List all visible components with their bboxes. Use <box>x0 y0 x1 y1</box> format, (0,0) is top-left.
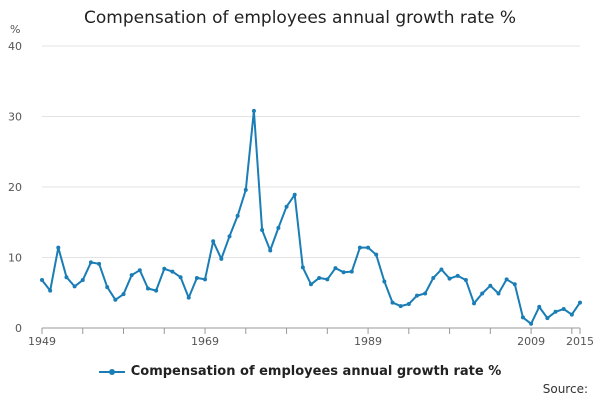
data-point <box>203 277 208 282</box>
data-point <box>105 285 110 290</box>
data-point <box>292 192 297 197</box>
data-point <box>439 267 444 272</box>
data-point <box>97 261 102 266</box>
data-point <box>162 266 167 271</box>
data-point <box>504 277 509 282</box>
data-point <box>553 309 558 314</box>
chart-title: Compensation of employees annual growth … <box>84 8 516 28</box>
data-point <box>137 268 142 273</box>
data-point <box>194 275 199 280</box>
legend-swatch <box>98 367 125 377</box>
data-point <box>333 266 338 271</box>
data-point <box>545 316 550 321</box>
data-point <box>414 293 419 298</box>
legend-label: Compensation of employees annual growth … <box>130 364 502 379</box>
x-tick-label: 2015 <box>566 335 594 348</box>
data-point <box>211 239 216 244</box>
data-point <box>512 282 517 287</box>
y-tick-label: 30 <box>8 111 22 124</box>
data-point <box>472 301 477 306</box>
data-point <box>398 304 403 309</box>
gridlines <box>42 45 580 258</box>
data-point <box>341 270 346 275</box>
data-point <box>145 286 150 291</box>
y-axis-unit-label: % <box>10 23 20 36</box>
data-point <box>56 245 61 250</box>
data-point <box>300 265 305 270</box>
data-point <box>496 291 501 296</box>
data-point <box>276 225 281 230</box>
data-point <box>561 306 566 311</box>
data-point <box>260 228 265 233</box>
data-point <box>284 204 289 209</box>
data-point <box>382 279 387 284</box>
data-point <box>235 213 240 218</box>
data-point <box>243 187 248 192</box>
data-point <box>317 275 322 280</box>
data-point <box>569 312 574 317</box>
data-point <box>48 288 53 293</box>
data-point <box>154 288 159 293</box>
source-label: Source: <box>542 382 588 396</box>
data-point <box>325 277 330 282</box>
data-point <box>349 269 354 274</box>
data-point <box>488 283 493 288</box>
data-point <box>40 278 44 283</box>
data-point <box>251 108 256 113</box>
data-point <box>455 273 460 278</box>
data-point <box>186 295 191 300</box>
data-point <box>129 273 134 278</box>
x-tick-label: 1949 <box>28 335 56 348</box>
data-point <box>170 269 175 274</box>
data-point <box>480 291 485 296</box>
data-point <box>423 291 428 296</box>
data-point <box>578 300 582 305</box>
x-tick-label: 1969 <box>191 335 219 348</box>
legend: Compensation of employees annual growth … <box>0 364 600 379</box>
data-point <box>447 276 452 281</box>
data-point <box>113 297 118 302</box>
data-point <box>72 284 77 289</box>
data-point <box>268 248 273 253</box>
data-point <box>357 245 362 250</box>
data-point <box>64 275 69 280</box>
data-point <box>374 252 379 257</box>
axes: 0 10 20 30 40% 1949 1969 1989 2009 2015 <box>8 23 594 348</box>
data-point <box>406 302 411 307</box>
data-point <box>309 282 313 287</box>
y-tick-label: 40 <box>8 40 22 53</box>
y-tick-label: 10 <box>8 252 22 265</box>
data-point <box>431 275 436 280</box>
data-point <box>529 321 534 326</box>
data-point <box>80 278 85 283</box>
data-point <box>366 245 371 250</box>
data-point <box>537 304 542 309</box>
data-point <box>463 278 468 283</box>
y-tick-label: 20 <box>8 181 22 194</box>
x-tick-label: 1989 <box>354 335 382 348</box>
data-point <box>121 292 126 297</box>
data-point <box>219 256 224 261</box>
data-point <box>178 275 183 280</box>
y-tick-label: 0 <box>15 322 22 335</box>
series-layer <box>40 108 582 326</box>
data-point <box>227 234 232 239</box>
data-point <box>88 260 93 265</box>
data-point <box>390 300 395 305</box>
x-tick-label: 2009 <box>517 335 545 348</box>
data-point <box>520 315 525 320</box>
